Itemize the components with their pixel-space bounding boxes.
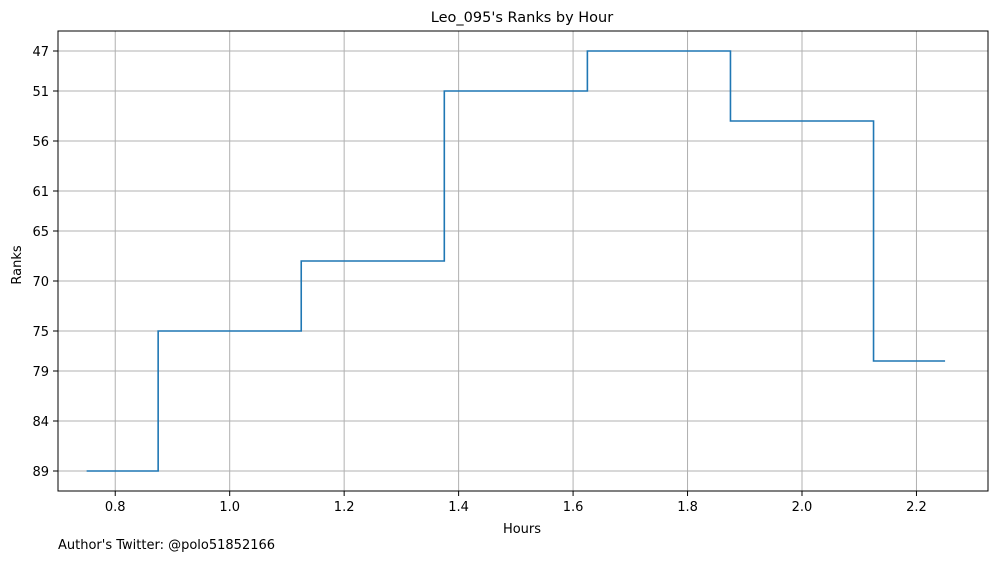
y-tick-label: 51 — [32, 85, 49, 100]
x-axis-ticks: 0.8 1.0 1.2 1.4 1.6 1.8 2.0 2.2 — [105, 491, 927, 515]
x-tick-label: 1.0 — [219, 500, 240, 515]
y-tick-label: 79 — [32, 365, 49, 380]
author-credit: Author's Twitter: @polo51852166 — [58, 538, 276, 553]
y-tick-label: 61 — [32, 185, 49, 200]
x-tick-label: 2.2 — [906, 500, 927, 515]
y-tick-label: 47 — [32, 45, 49, 60]
x-tick-label: 1.2 — [334, 500, 355, 515]
x-tick-label: 2.0 — [792, 500, 813, 515]
x-tick-label: 1.8 — [677, 500, 698, 515]
y-tick-label: 56 — [32, 135, 49, 150]
plot-frame — [57, 30, 989, 492]
y-tick-label: 75 — [32, 325, 49, 340]
x-axis-label: Hours — [503, 522, 541, 537]
y-tick-label: 65 — [32, 225, 49, 240]
x-tick-label: 1.4 — [448, 500, 469, 515]
y-axis-label: Ranks — [10, 245, 25, 284]
x-tick-label: 0.8 — [105, 500, 126, 515]
y-tick-label: 70 — [32, 275, 49, 290]
rank-series-line — [86, 50, 946, 472]
series-layer — [86, 50, 946, 472]
grid-lines — [58, 31, 988, 491]
chart-title: Leo_095's Ranks by Hour — [431, 10, 613, 26]
y-tick-label: 84 — [32, 415, 49, 430]
x-tick-label: 1.6 — [563, 500, 584, 515]
y-tick-label: 89 — [32, 465, 49, 480]
y-axis-ticks: 47 51 56 61 65 70 75 79 84 89 — [32, 45, 58, 480]
